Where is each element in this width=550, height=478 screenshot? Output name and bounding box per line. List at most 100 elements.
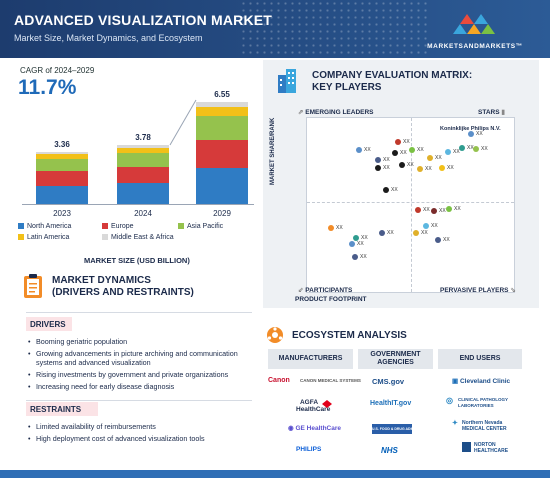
market-dynamics-title-line1: MARKET DYNAMICS — [52, 275, 151, 286]
restraint-item: High deployment cost of advanced visuali… — [26, 434, 256, 443]
restraint-item: Limited availability of reimbursements — [26, 422, 256, 431]
pervasive-icon: ⇘ — [508, 287, 516, 294]
matrix-horizontal-divider — [307, 202, 514, 203]
legend-item: Europe — [102, 223, 134, 230]
matrix-point — [413, 230, 419, 236]
matrix-point-label: XX — [476, 131, 483, 137]
matrix-point-label: XX — [361, 235, 368, 241]
quadrant-label: PERVASIVE PLAYERS — [440, 287, 509, 294]
matrix-point-label: XX — [431, 223, 438, 229]
matrix-point — [468, 131, 474, 137]
matrix-point-label: XX — [383, 157, 390, 163]
logo-clinical-pathology: ◎ CLINICAL PATHOLOGY LABORATORIES — [446, 397, 526, 409]
matrix-point — [328, 225, 334, 231]
legend-label: North America — [27, 223, 72, 230]
matrix-point-label: XX — [425, 166, 432, 172]
bar-segment — [196, 116, 248, 140]
divider — [26, 312, 252, 313]
matrix-point — [473, 146, 479, 152]
legend-swatch — [102, 223, 108, 229]
logo-canon-medical: CANON MEDICAL SYSTEMS — [300, 378, 361, 383]
market-dynamics-title-line2: (DRIVERS AND RESTRAINTS) — [52, 287, 194, 298]
matrix-point — [375, 157, 381, 163]
matrix-point — [435, 237, 441, 243]
matrix-point — [445, 149, 451, 155]
divider — [26, 400, 252, 401]
driver-item: Increasing need for early disease diagno… — [26, 382, 256, 391]
bar-category-label: 2029 — [213, 209, 231, 218]
footer-bar — [0, 470, 550, 478]
evaluation-matrix — [306, 117, 515, 293]
driver-item: Rising investments by government and pri… — [26, 370, 256, 379]
quadrant-emerging-leaders: ⇗ EMERGING LEADERS — [298, 108, 374, 116]
matrix-point-label: XX — [439, 208, 446, 214]
matrix-point-label: XX — [407, 162, 414, 168]
logo-ge-healthcare: ◉ GE HealthCare — [288, 424, 341, 432]
matrix-point-label: XX — [383, 165, 390, 171]
matrix-point-label: XX — [435, 155, 442, 161]
restraints-list: Limited availability of reimbursements H… — [26, 422, 256, 446]
chart-x-axis — [22, 204, 254, 205]
cpl-label: CLINICAL PATHOLOGY LABORATORIES — [458, 397, 508, 408]
matrix-point-label: XX — [421, 230, 428, 236]
brand-logo-icon — [453, 14, 495, 34]
cleveland-label: Cleveland Clinic — [459, 378, 511, 385]
matrix-point — [427, 155, 433, 161]
logo-canon: Canon — [268, 377, 290, 384]
driver-item: Growing advancements in picture archivin… — [26, 349, 256, 367]
matrix-point-label: XX — [423, 207, 430, 213]
emerging-leaders-icon: ⇗ — [298, 109, 306, 116]
matrix-point — [379, 230, 385, 236]
matrix-point-label: XX — [417, 147, 424, 153]
legend-label: Asia Pacific — [187, 223, 224, 230]
matrix-point-label: XX — [453, 149, 460, 155]
matrix-point-label: XX — [481, 146, 488, 152]
bar-segment — [117, 183, 169, 204]
ecosystem-icon — [267, 327, 283, 343]
legend-item: North America — [18, 223, 71, 230]
stars-icon: ▮ — [499, 109, 505, 116]
quadrant-label: PARTICIPANTS — [305, 287, 353, 294]
cpl-icon: ◎ — [446, 396, 453, 405]
page-title: ADVANCED VISUALIZATION MARKET — [14, 12, 273, 28]
buildings-icon — [278, 69, 296, 93]
nnmc-label: Northern Nevada MEDICAL CENTER — [462, 420, 507, 432]
matrix-point-label: XX — [357, 241, 364, 247]
matrix-point — [423, 223, 429, 229]
header-banner: ADVANCED VISUALIZATION MARKET Market Siz… — [0, 0, 550, 58]
driver-item: Booming geriatric population — [26, 337, 256, 346]
cagr-value: 11.7% — [18, 76, 77, 99]
bar-segment — [36, 170, 88, 186]
matrix-point — [349, 241, 355, 247]
bar-segment — [196, 168, 248, 204]
matrix-point — [431, 208, 437, 214]
bar-segment — [196, 139, 248, 169]
logo-cleveland-clinic: ▣ Cleveland Clinic — [452, 377, 510, 385]
quadrant-pervasive-players: PERVASIVE PLAYERS ⇘ — [440, 286, 516, 294]
matrix-point — [356, 147, 362, 153]
matrix-point-label: XX — [400, 150, 407, 156]
matrix-title-line2: KEY PLAYERS — [312, 82, 382, 93]
quadrant-label: EMERGING LEADERS — [305, 109, 374, 116]
matrix-point-label: XX — [467, 145, 474, 151]
matrix-point — [399, 162, 405, 168]
page-subtitle: Market Size, Market Dynamics, and Ecosys… — [14, 33, 203, 43]
bar-segment — [36, 185, 88, 204]
bar-segment — [196, 106, 248, 116]
logo-agfa: AGFA HealthCare — [296, 399, 331, 413]
cagr-label: CAGR of 2024–2029 — [20, 66, 95, 75]
drivers-list: Booming geriatric population Growing adv… — [26, 337, 256, 394]
matrix-point — [383, 187, 389, 193]
quadrant-participants: ⇙ PARTICIPANTS — [298, 286, 352, 294]
bar-segment — [36, 158, 88, 171]
matrix-point-label: XX — [391, 187, 398, 193]
cleveland-icon: ▣ — [452, 378, 460, 385]
ecosystem-header-end-users: END USERS — [438, 349, 522, 369]
matrix-title: COMPANY EVALUATION MATRIX: KEY PLAYERS — [312, 70, 472, 94]
matrix-point — [409, 147, 415, 153]
norton-label: NORTON HEALTHCARE — [474, 442, 509, 454]
legend-swatch — [18, 223, 24, 229]
matrix-point-label: XX — [403, 139, 410, 145]
matrix-point-label: XX — [454, 206, 461, 212]
brand-logo[interactable]: MARKETSANDMARKETS™ — [420, 10, 530, 50]
